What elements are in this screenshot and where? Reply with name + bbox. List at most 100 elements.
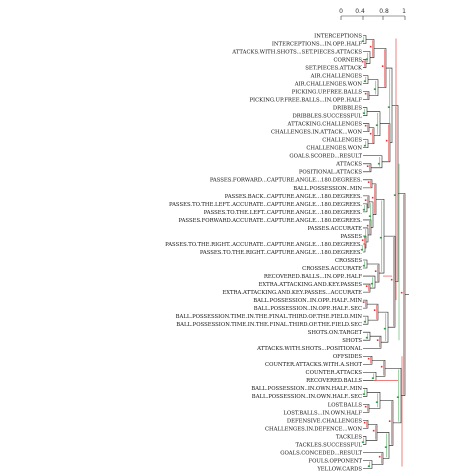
node-mark: ▪ <box>367 164 369 168</box>
node-mark: ▪ <box>369 214 371 218</box>
node-mark: ▪ <box>367 223 369 227</box>
leaf-label: PASSES.BACK..CAPTURE.ANGLE...180.DEGREES… <box>225 194 363 200</box>
leaf-label: TACKLES.SUCCESSFUL <box>296 442 363 448</box>
leaf-label: ATTACKS.WITH.SHOTS...POSITIONAL <box>256 346 362 352</box>
leaf-label: EXTRA.ATTACKING.AND.KEY.PASSES <box>259 282 363 288</box>
node-mark: ▪ <box>365 404 367 408</box>
leaf-label: OFFSIDES <box>333 354 363 360</box>
leaf-label: INTERCEPTIONS...IN.OPP..HALF <box>272 41 362 47</box>
scale-tick-label: 0.8 <box>379 8 389 15</box>
leaf-label: PASSES.TO.THE.RIGHT..ACCURATE..CAPTURE.A… <box>165 242 362 248</box>
node-mark: ▪ <box>364 420 366 424</box>
leaf-label: GOALS.SCORED...RESULT <box>289 154 362 160</box>
scale-tick-label: 1 <box>402 8 406 15</box>
node-mark: ▪ <box>365 92 367 96</box>
node-mark: ▪ <box>361 247 363 251</box>
scale-bar: 0 0.4 0.8 1 <box>339 8 406 20</box>
leaf-label: COUNTER.ATTACKS.WITH.A.SHOT <box>265 362 362 368</box>
leaf-label: RECOVERED.BALLS...IN.OPP..HALF <box>264 274 362 280</box>
node-mark: ▪ <box>363 264 365 268</box>
leaf-label: ATTACKS.WITH.SHOTS...SET.PIECES.ATTACKS <box>231 49 362 55</box>
leaf-label: CHALLENGES <box>322 138 362 144</box>
leaf-label: DRIBBLES <box>333 106 362 112</box>
node-mark: ▪ <box>366 336 368 340</box>
node-mark: ▪ <box>376 400 378 404</box>
scale-tick-label: 0 <box>339 8 343 15</box>
leaf-label: PICKING.UP.FREE.BALLS...IN.OPP..HALF <box>249 98 362 104</box>
dendrogram-edges <box>362 35 409 469</box>
leaf-label: BALL.POSSESSION.TIME.IN.THE.FINAL.THIRD.… <box>176 314 363 320</box>
leaf-label: RECOVERED.BALLS <box>306 378 362 384</box>
leaf-label: CHALLENGES.WON <box>306 146 362 152</box>
node-mark: ▪ <box>373 428 375 432</box>
leaf-label: ATTACKS <box>335 162 362 168</box>
node-mark: ▪ <box>362 440 364 444</box>
node-mark: ▪ <box>372 195 374 199</box>
node-mark: ▪ <box>362 60 364 64</box>
node-mark: ▪ <box>385 445 387 449</box>
node-mark: ▪ <box>364 320 366 324</box>
leaf-label: CROSSES <box>335 258 362 264</box>
leaf-label: PASSES <box>340 234 362 240</box>
leaf-label: PASSES.ACCURATE <box>308 226 363 232</box>
node-mark: ▪ <box>370 132 372 136</box>
leaf-label: PASSES.TO.THE.RIGHT..CAPTURE.ANGLE...180… <box>200 250 362 256</box>
node-mark: ▪ <box>376 123 378 127</box>
dendrogram-marks: ▪ ▪ ▪ ▪ ▪ ▪ ▪ ▪ ▪ ▪ ▪ ▪ ▪ ▪ ▪ ▪ ▪ ▪ ▪ ▪ ▪ ▪ ▪ ▪ ▪ ▪ ▪ ▪ ▪ ▪ ▪ ▪ ▪ ▪ ▪ ▪ ▪ ▪ ▪ ▪… <box>361 39 403 468</box>
leaf-label: PICKING.UP.FREE.BALLS <box>292 90 363 96</box>
node-mark: ▪ <box>372 376 374 380</box>
node-mark: ▪ <box>366 284 368 288</box>
node-mark: ▪ <box>365 198 367 202</box>
node-mark: ▪ <box>389 419 391 423</box>
node-mark: ▪ <box>362 238 364 242</box>
node-mark: ▪ <box>363 207 365 211</box>
leaf-label: CORNERS <box>333 57 362 63</box>
node-mark: ▪ <box>362 39 364 43</box>
leaf-label: CHALLENGES.IN.ATTACK...WON <box>271 130 362 136</box>
leaf-label: PASSES.FORWARD...CAPTURE.ANGLE...180.DEG… <box>210 178 362 184</box>
leaf-label: BALL.POSSESSION..MIN <box>293 186 362 192</box>
node-mark: ▪ <box>377 338 379 342</box>
leaf-label: LOST.BALLS <box>328 402 363 408</box>
node-mark: ▪ <box>364 143 366 147</box>
leaf-label: SHOTS.ON.TARGET <box>308 330 363 336</box>
node-mark: ▪ <box>378 161 380 165</box>
node-mark: ▪ <box>394 193 396 197</box>
node-mark: ▪ <box>384 327 386 331</box>
leaf-label: PASSES.TO.THE.LEFT..ACCURATE..CAPTURE.AN… <box>169 202 362 208</box>
scale-tick-label: 0.4 <box>355 8 365 15</box>
leaf-label: AIR.CHALLENGES.WON <box>294 82 363 88</box>
node-mark: ▪ <box>370 45 372 49</box>
leaf-label: DRIBBLES.SUCCESSFUL <box>292 114 362 120</box>
node-mark: ▪ <box>368 356 370 360</box>
leaf-label: DEFENSIVE.CHALLENGES <box>287 418 363 424</box>
node-mark: ▪ <box>381 364 383 368</box>
leaf-label: EXTRA.ATTACKING.AND.KEY.PASSES...ACCURAT… <box>222 290 362 296</box>
node-mark: ▪ <box>366 57 368 61</box>
leaf-label: BALL.POSSESSION..IN.OPP..HALF..SEC <box>254 306 362 312</box>
leaf-label: PASSES.FORWARD.ACCURATE..CAPTURE.ANGLE..… <box>179 218 363 224</box>
leaf-label: GOALS.CONCEDED...RESULT <box>280 450 362 456</box>
leaf-label: POSITIONAL.ATTACKS <box>299 170 363 176</box>
node-mark: ▪ <box>397 395 399 399</box>
leaf-label: BALL.POSSESSION..IN.OWN.HALF..MIN <box>251 386 362 392</box>
leaf-label: ATTACKING.CHALLENGES <box>287 122 363 128</box>
leaf-label: COUNTER.ATTACKS <box>306 370 363 376</box>
node-mark: ▪ <box>365 124 367 128</box>
node-mark: ▪ <box>374 87 376 91</box>
leaf-label: SHOTS <box>342 338 362 344</box>
leaf-label: BALL.POSSESSION..IN.OWN.HALF..SEC <box>252 394 362 400</box>
node-mark: ▪ <box>374 308 376 312</box>
leaf-label: YELLOW.CARDS <box>316 466 362 472</box>
node-mark: ▪ <box>388 105 390 109</box>
node-mark: ▪ <box>364 234 366 238</box>
tree-edge <box>367 303 379 321</box>
leaf-label: INTERCEPTIONS <box>314 33 362 39</box>
leaf-label: CROSSES.ACCURATE <box>302 266 362 272</box>
node-mark: ▪ <box>386 139 388 143</box>
node-mark: ▪ <box>379 454 381 458</box>
node-mark: ▪ <box>364 79 366 83</box>
node-mark: ▪ <box>401 291 403 295</box>
node-mark: ▪ <box>375 269 377 273</box>
